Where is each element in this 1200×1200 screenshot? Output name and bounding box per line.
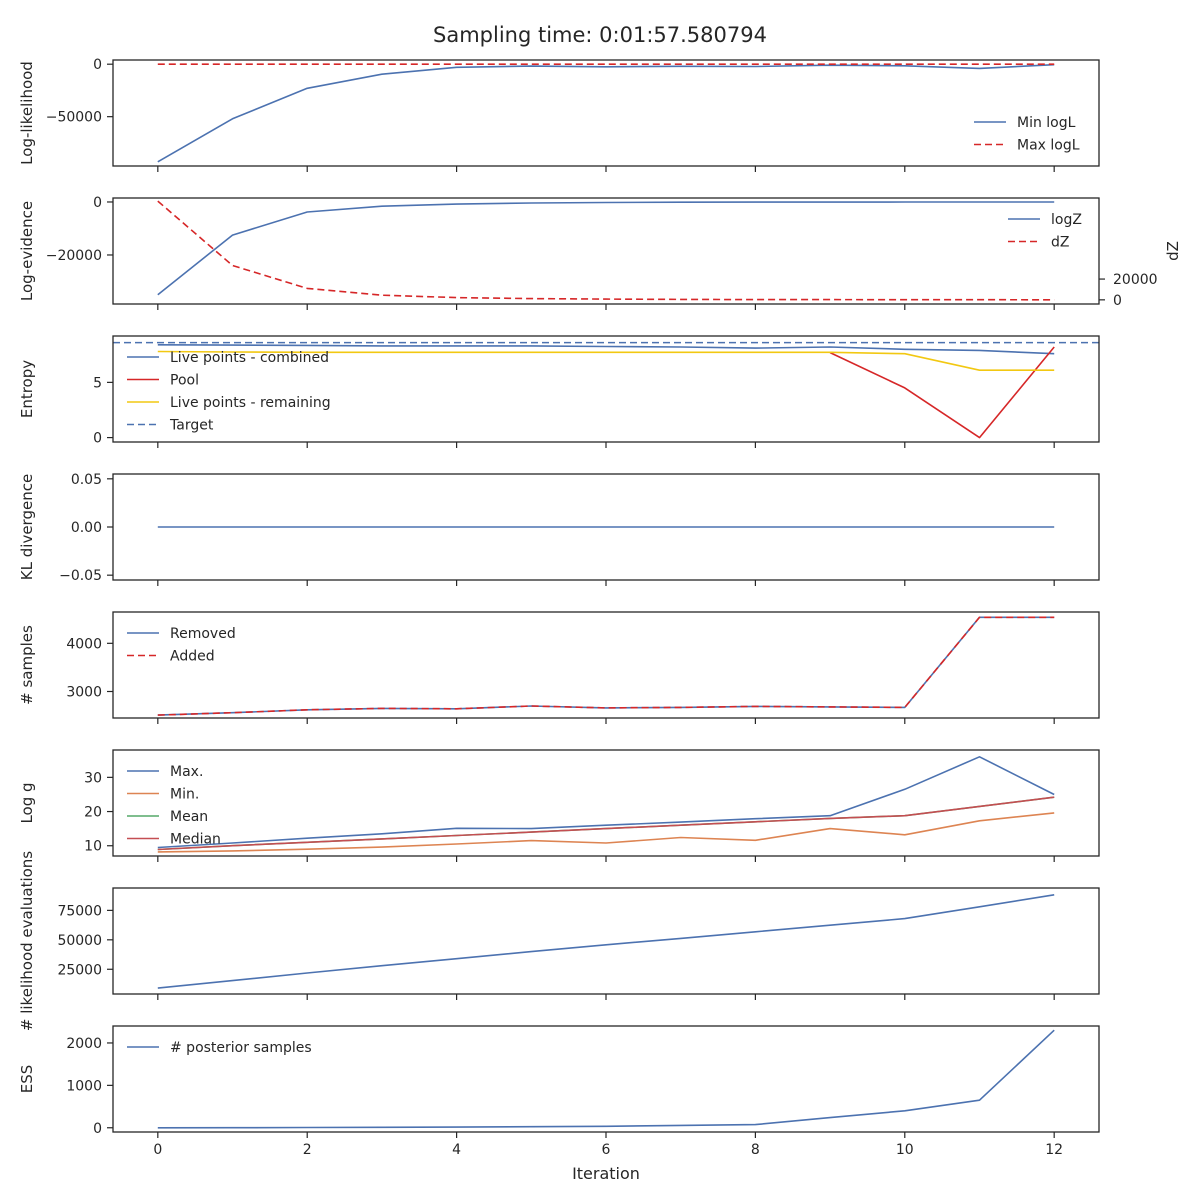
y-axis-label: # samples [18, 625, 36, 705]
legend-label: Min logL [1017, 115, 1076, 131]
legend-label: Target [169, 418, 214, 434]
y-tick-label: 5 [93, 375, 102, 391]
legend-label: Added [170, 649, 215, 665]
x-tick-label: 0 [153, 1142, 162, 1158]
panel-7: 75000 50000 25000 # likelihood evaluations [18, 851, 1100, 1031]
y-tick-label: 0.00 [71, 520, 102, 536]
y2-axis-label: dZ [1164, 241, 1182, 261]
axes-frame [112, 611, 1100, 719]
legend-label: dZ [1051, 235, 1069, 251]
series-mean [157, 796, 1055, 851]
x-axis-label: Iteration [572, 1164, 640, 1183]
legend-label: Max. [170, 764, 203, 780]
y-tick-label: 25000 [57, 962, 102, 978]
y-tick-label: 30 [84, 770, 102, 786]
panel-2: 0 −20000 0 20000 dZ Log-evidence logZ dZ [18, 195, 1182, 310]
y-tick-label: 0 [93, 1121, 102, 1137]
x-tick-label: 8 [751, 1142, 760, 1158]
legend: Max. Min. Mean Median [127, 764, 221, 848]
legend-label: Live points - remaining [170, 395, 331, 411]
series-posterior-samples [157, 1029, 1055, 1129]
y-axis-label: Log-evidence [18, 201, 36, 301]
legend-label: Median [170, 832, 221, 848]
legend: Removed Added [127, 626, 236, 665]
panel-5: 4000 3000 # samples Removed Added [18, 611, 1100, 724]
y-axis-label: KL divergence [18, 474, 36, 580]
series-median [157, 796, 1055, 851]
series-min-logl [157, 63, 1055, 163]
series-live-points-remaining [157, 350, 1055, 372]
y-tick-label: 0 [93, 195, 102, 211]
x-tick-label: 10 [896, 1142, 914, 1158]
legend-label: Min. [170, 787, 199, 803]
y-tick-label: 4000 [66, 636, 102, 652]
y2-tick-label: 20000 [1113, 272, 1158, 288]
y-tick-label: 0 [93, 57, 102, 73]
x-tick-label: 6 [602, 1142, 611, 1158]
y-tick-label: 3000 [66, 685, 102, 701]
series-added [157, 616, 1055, 716]
series-line [157, 894, 1055, 989]
series-live-points-combined [157, 343, 1055, 355]
y2-tick-label: 0 [1113, 293, 1122, 309]
legend: # posterior samples [127, 1040, 312, 1056]
y-tick-label: 75000 [57, 903, 102, 919]
axes-frame [112, 197, 1100, 305]
legend-label: # posterior samples [170, 1040, 312, 1056]
panel-4: 0.05 0.00 −0.05 KL divergence [18, 472, 1100, 586]
series-pool [829, 346, 1055, 439]
y-tick-label: 50000 [57, 933, 102, 949]
y-axis-label: Entropy [18, 360, 36, 418]
y-axis-label: Log-likelihood [18, 61, 36, 165]
y-tick-label: 1000 [66, 1078, 102, 1094]
panel-1: 0 −50000 Log-likelihood Min logL Max logL [18, 57, 1100, 172]
y-tick-label: 0.05 [71, 472, 102, 488]
legend: Min logL Max logL [974, 115, 1080, 154]
legend-label: logZ [1051, 212, 1082, 228]
figure-title: Sampling time: 0:01:57.580794 [433, 23, 767, 47]
series-dz [157, 200, 1055, 301]
y-tick-label: 0 [93, 431, 102, 447]
legend: logZ dZ [1008, 212, 1082, 251]
legend-label: Pool [170, 373, 199, 389]
x-tick-label: 2 [303, 1142, 312, 1158]
axes-frame [112, 749, 1100, 857]
panel-8: 0 2 4 6 8 10 12 2000 1000 0 ESS # posterior samples [18, 1025, 1100, 1158]
legend-label: Live points - combined [170, 350, 329, 366]
axes-frame [112, 59, 1100, 167]
y-axis-label: ESS [18, 1065, 36, 1094]
legend: Live points - combined Pool Live points - … [127, 350, 331, 434]
panels: 0 −50000 Log-likelihood Min logL Max logL 0 −2… [18, 57, 1182, 1158]
y-tick-label: 20 [84, 805, 102, 821]
y-tick-label: 2000 [66, 1036, 102, 1052]
y-tick-label: 10 [84, 839, 102, 855]
y-tick-label: −0.05 [59, 568, 102, 584]
series-logz [157, 201, 1055, 296]
legend-label: Mean [170, 809, 208, 825]
x-tick-label: 12 [1045, 1142, 1063, 1158]
y-axis-label: Log g [18, 782, 36, 823]
y-tick-label: −50000 [46, 110, 102, 126]
series-removed [157, 616, 1055, 716]
legend-label: Removed [170, 626, 236, 642]
y-axis-label: # likelihood evaluations [18, 851, 36, 1031]
series-min [157, 812, 1055, 853]
legend-label: Max logL [1017, 138, 1080, 154]
panel-6: 30 20 10 Log g Max. Min. Mean Median [18, 749, 1100, 862]
x-tick-label: 4 [452, 1142, 461, 1158]
y-tick-label: −20000 [46, 248, 102, 264]
series-max [157, 755, 1055, 849]
